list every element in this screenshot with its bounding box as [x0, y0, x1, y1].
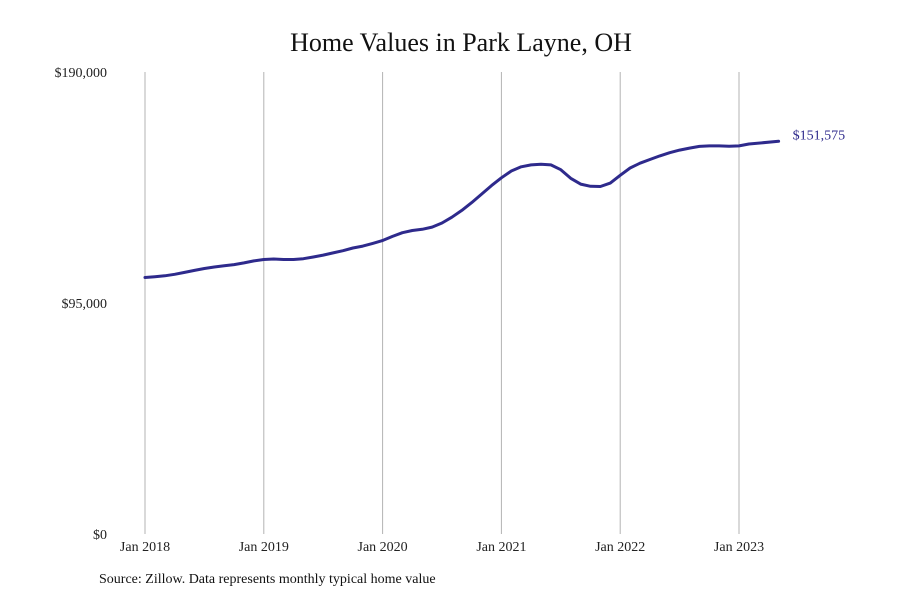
- x-tick-label: Jan 2019: [239, 540, 289, 555]
- source-note: Source: Zillow. Data represents monthly …: [99, 572, 436, 587]
- y-axis-ticks: $0 $95,000 $190,000: [55, 66, 108, 543]
- x-tick-label: Jan 2023: [714, 540, 764, 555]
- y-tick-label: $95,000: [62, 297, 108, 312]
- x-tick-label: Jan 2020: [358, 540, 408, 555]
- gridlines: [144, 72, 740, 534]
- x-tick-label: Jan 2021: [476, 540, 526, 555]
- x-axis-ticks: Jan 2018 Jan 2019 Jan 2020 Jan 2021 Jan 2022…: [120, 540, 764, 555]
- y-tick-label: $190,000: [55, 66, 108, 81]
- series-line: [143, 139, 781, 279]
- y-tick-label: $0: [93, 528, 107, 543]
- x-tick-label: Jan 2018: [120, 540, 170, 555]
- x-tick-label: Jan 2022: [595, 540, 645, 555]
- end-value-label: $151,575: [793, 128, 846, 143]
- chart-title: Home Values in Park Layne, OH: [290, 28, 632, 57]
